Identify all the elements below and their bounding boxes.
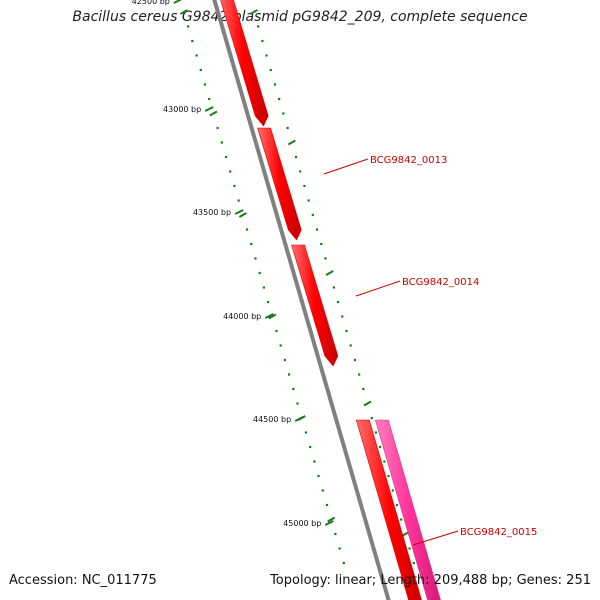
gene-feature-bcg9842_0013[interactable]	[257, 127, 302, 241]
gene-feature-bcg9842_0014[interactable]	[291, 244, 339, 367]
ruler-label: 43000 bp	[163, 105, 201, 114]
ruler-major-tick	[264, 313, 274, 319]
inner-ruler-tick	[327, 516, 336, 523]
gene-label-leader	[323, 158, 369, 175]
ruler-major-tick	[173, 0, 183, 4]
outer-ruler-tick	[363, 400, 372, 407]
gene-feature-segment-4[interactable]	[355, 419, 424, 600]
ruler-major-tick	[204, 106, 214, 112]
ruler-label: 43500 bp	[193, 208, 231, 217]
gene-feature-bcg9842_0015[interactable]	[374, 419, 443, 600]
gene-label-bcg9842_0015[interactable]: BCG9842_0015	[460, 527, 537, 538]
gene-feature-segment-1[interactable]	[218, 0, 269, 127]
gene-labels: BCG9842_0013 BCG9842_0014 BCG9842_0015	[323, 155, 537, 546]
outer-ruler-tick	[287, 139, 296, 146]
inner-ruler-tick	[209, 110, 218, 117]
ruler-major-tick	[324, 520, 334, 526]
map-title: Bacillus cereus G9842 plasmid pG9842_209…	[72, 9, 528, 25]
sequence-backbone	[212, 0, 391, 600]
ruler-major-tick	[294, 416, 304, 422]
gene-label-leader	[355, 280, 401, 297]
accession-text: Accession: NC_011775	[9, 573, 157, 588]
ruler-label: 44500 bp	[253, 415, 291, 424]
inner-ruler-tick	[238, 212, 247, 218]
ruler-label: 42500 bp	[132, 0, 170, 6]
ruler-ticks: 42500 bp 43000 bp 43500 bp 44000 bp 44500 bp…	[132, 0, 415, 565]
gene-label-bcg9842_0014[interactable]: BCG9842_0014	[402, 277, 479, 288]
ruler-major-tick	[234, 209, 244, 215]
gene-label-leader	[412, 530, 459, 546]
topology-summary: Topology: linear; Length: 209,488 bp; Ge…	[270, 573, 591, 588]
outer-ruler-tick	[325, 270, 334, 276]
gene-label-bcg9842_0013[interactable]: BCG9842_0013	[370, 155, 447, 166]
outer-ruler-tick	[249, 9, 258, 15]
inner-ruler-tick	[179, 9, 188, 15]
gene-features	[218, 0, 443, 600]
ruler-label: 45000 bp	[283, 519, 321, 528]
ruler-label: 44000 bp	[223, 312, 261, 321]
inner-ruler-tick	[268, 313, 277, 320]
